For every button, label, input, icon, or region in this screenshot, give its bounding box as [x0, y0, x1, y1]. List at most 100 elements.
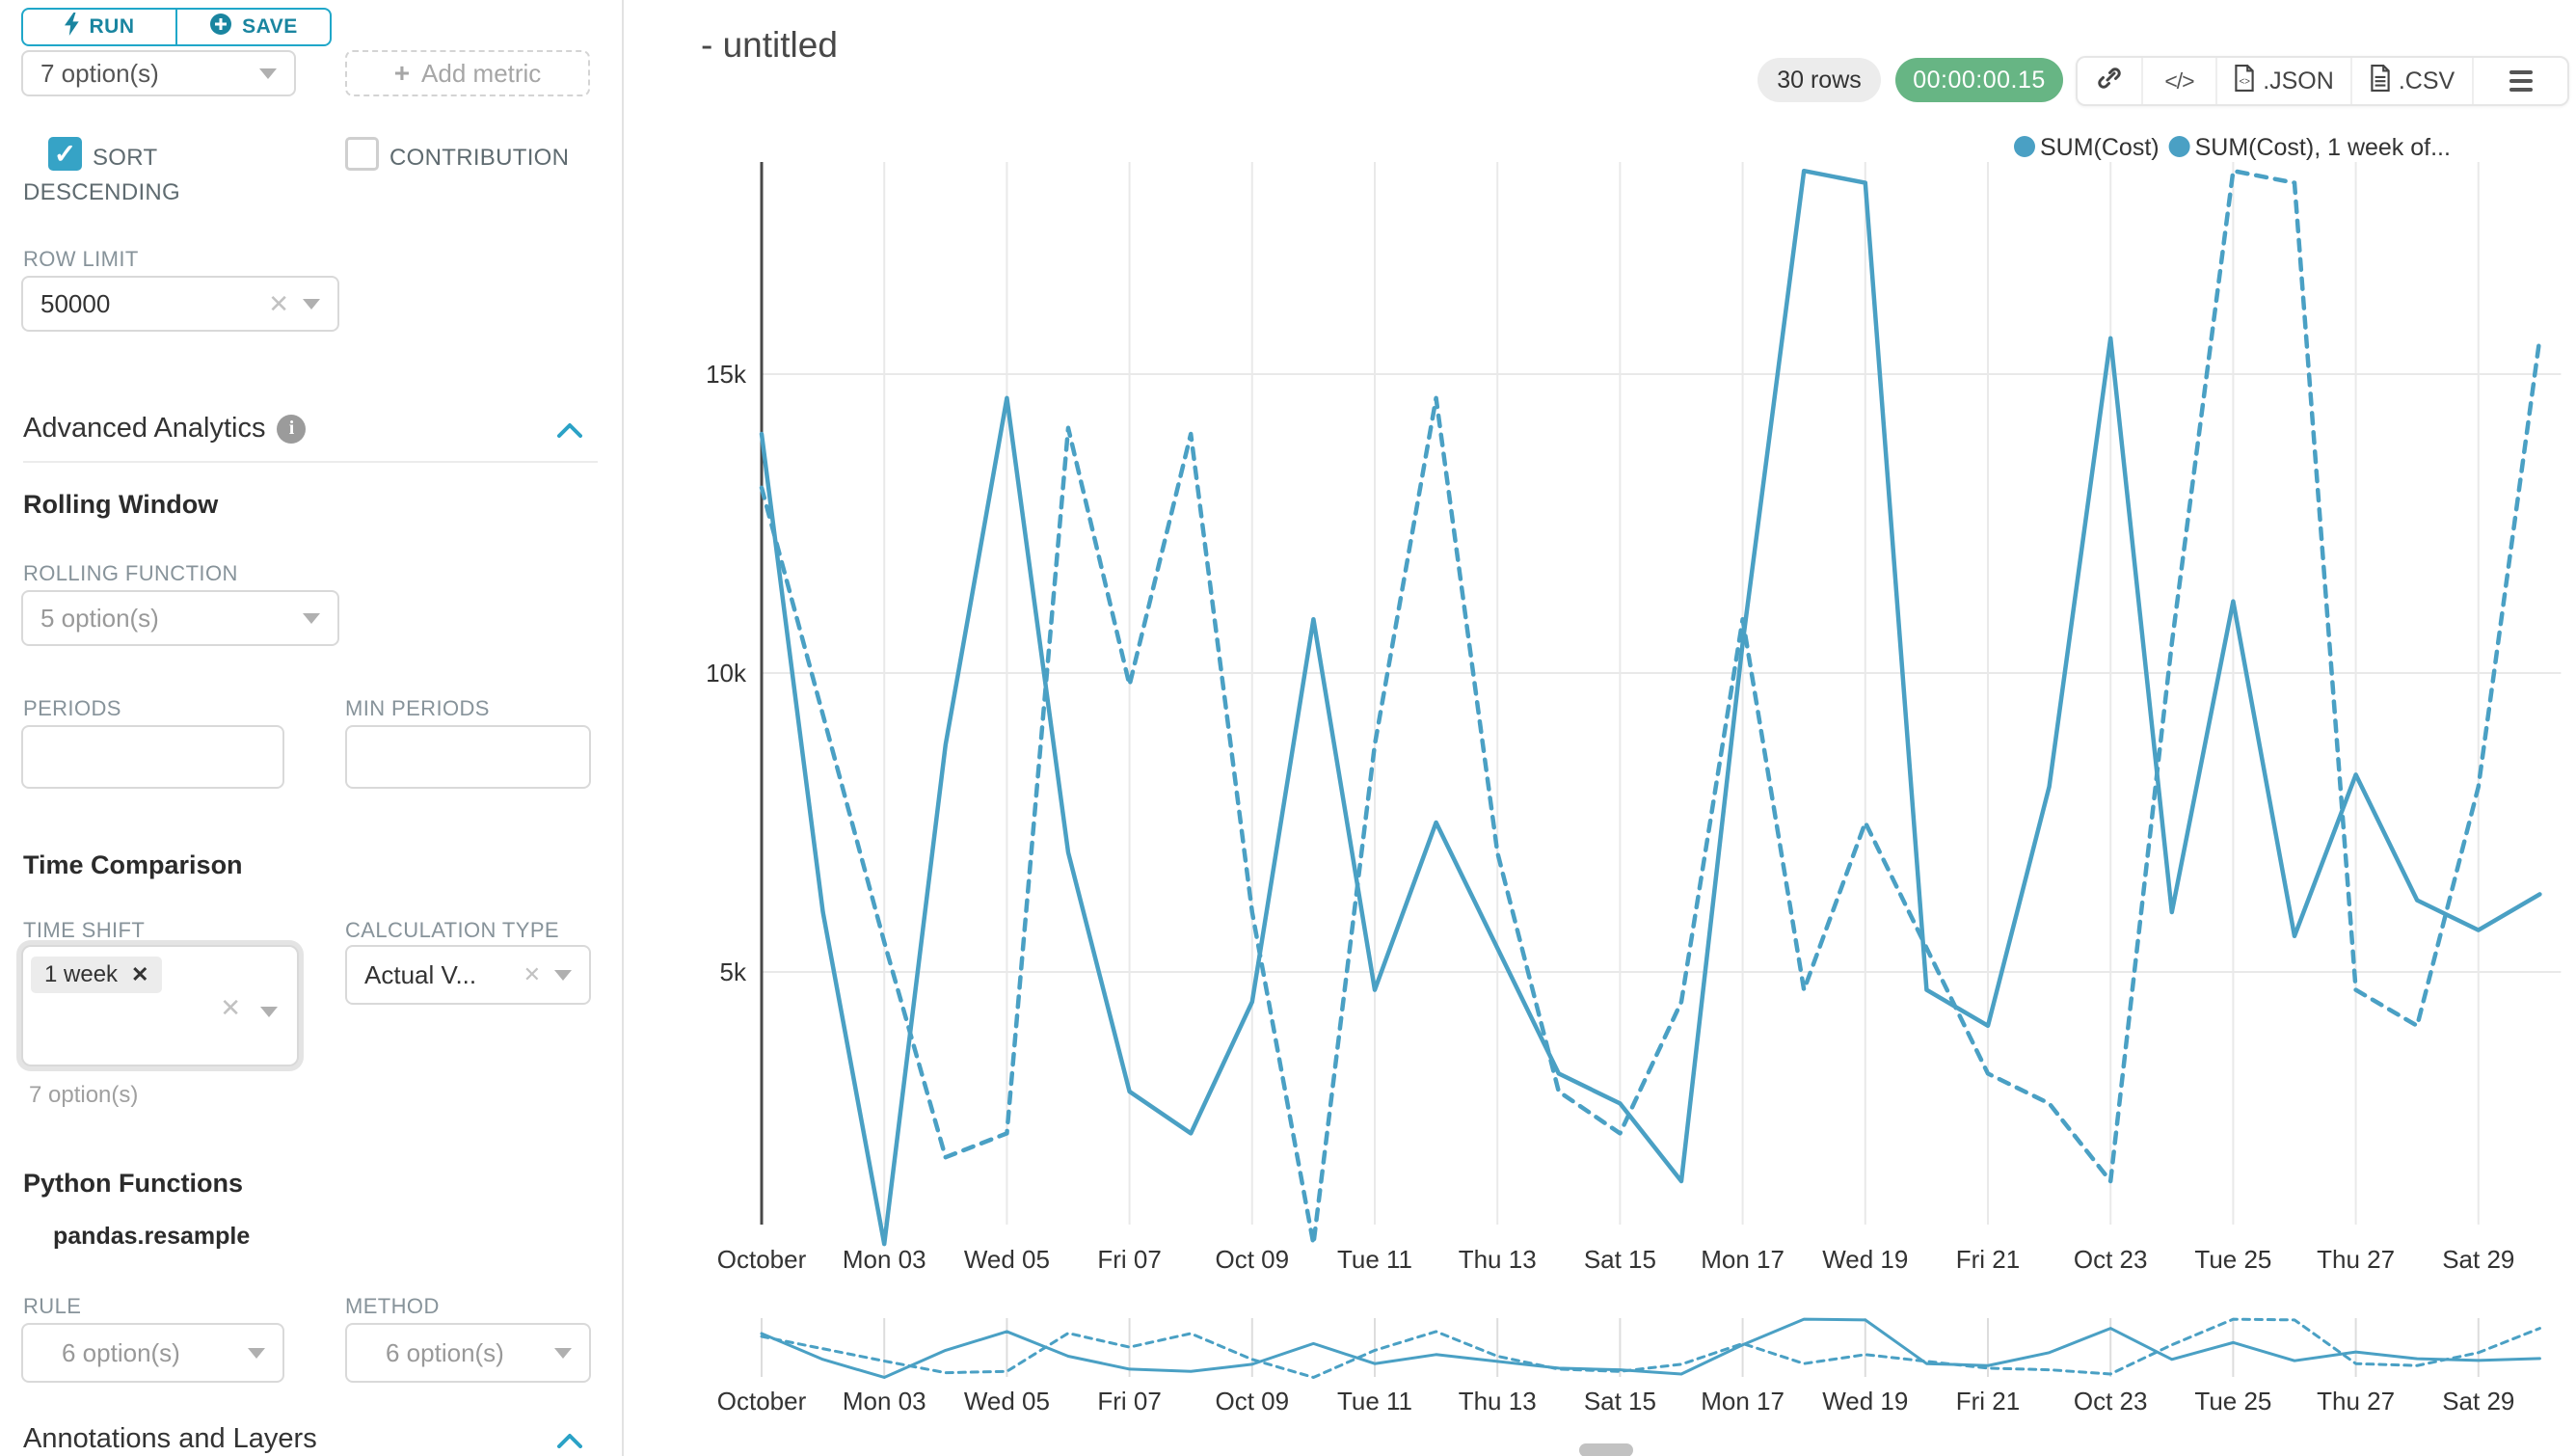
x-axis-tick-label: Sat 29: [2442, 1245, 2514, 1274]
x-axis-tick-label: Oct 09: [1216, 1245, 1290, 1274]
preview-x-axis-tick-label: Fri 21: [1956, 1387, 2020, 1416]
annotations-title: Annotations and Layers: [23, 1423, 317, 1454]
collapse-chevron-icon[interactable]: [557, 1433, 582, 1448]
periods-label: PERIODS: [23, 696, 121, 720]
sort-descending-checkbox[interactable]: ✓: [48, 137, 82, 171]
series-line-dashed: [759, 168, 2542, 1247]
chart-menu-button[interactable]: [2474, 58, 2567, 104]
chevron-down-icon: [259, 67, 277, 79]
row-count-badge: 30 rows: [1758, 58, 1881, 102]
x-axis-tick-label: Fri 21: [1956, 1245, 2020, 1274]
preview-x-axis-tick-label: Tue 11: [1337, 1387, 1412, 1416]
preview-x-axis-tick-label: Fri 07: [1097, 1387, 1161, 1416]
y-axis-tick-label: 10k: [706, 659, 747, 688]
preview-x-axis-tick-label: Wed 05: [964, 1387, 1050, 1416]
calculation-type-label: CALCULATION TYPE: [345, 918, 559, 942]
code-icon: </>: [2164, 67, 2194, 94]
series-line-solid: [759, 168, 2542, 1247]
time-comparison-title: Time Comparison: [23, 850, 243, 879]
query-timer-label: 00:00:00.15: [1913, 66, 2046, 94]
rule-select[interactable]: 6 option(s): [21, 1323, 284, 1383]
annotations-header[interactable]: Annotations and Layers: [23, 1423, 317, 1455]
run-button[interactable]: RUN: [21, 8, 176, 46]
sort-descending-label-2: DESCENDING: [23, 179, 181, 205]
calculation-type-select[interactable]: Actual V... ✕: [345, 945, 591, 1005]
sort-descending-label: SORT: [93, 145, 158, 171]
panel-divider: [622, 0, 624, 1456]
add-metric-button[interactable]: + Add metric: [345, 50, 590, 96]
file-json-icon: <>: [2234, 64, 2255, 98]
rule-label: RULE: [23, 1294, 82, 1318]
contribution-label: CONTRIBUTION: [389, 145, 570, 171]
check-icon: ✓: [53, 139, 77, 169]
tag-remove-icon[interactable]: ✕: [131, 962, 149, 986]
time-shift-helper: 7 option(s): [29, 1082, 139, 1108]
preview-x-axis-tick-label: Sat 29: [2442, 1387, 2514, 1416]
preview-x-axis-tick-label: Sat 15: [1584, 1387, 1656, 1416]
save-button[interactable]: SAVE: [176, 8, 332, 46]
x-axis-tick-label: Thu 27: [2317, 1245, 2395, 1274]
x-axis-tick-label: Mon 17: [1701, 1245, 1784, 1274]
run-button-label: RUN: [89, 15, 135, 38]
row-limit-select[interactable]: 50000 ✕: [21, 276, 339, 332]
preview-x-axis-tick-label: Mon 03: [843, 1387, 926, 1416]
python-functions-title: Python Functions: [23, 1169, 243, 1198]
preview-x-axis-tick-label: Thu 27: [2317, 1387, 2395, 1416]
chevron-down-icon: [260, 1007, 278, 1017]
x-axis-tick-label: Mon 03: [843, 1245, 926, 1274]
clear-icon[interactable]: ✕: [268, 288, 289, 318]
method-select[interactable]: 6 option(s): [345, 1323, 591, 1383]
rolling-function-label: ROLLING FUNCTION: [23, 561, 238, 585]
export-csv-label: .CSV: [2398, 67, 2455, 94]
advanced-analytics-header[interactable]: Advanced Analytics i: [23, 413, 307, 445]
scrollbar-thumb[interactable]: [1579, 1443, 1633, 1456]
preview-line-dashed: [760, 1317, 2541, 1379]
x-axis-tick-label: Thu 13: [1459, 1245, 1537, 1274]
chart-title: - untitled: [701, 25, 838, 65]
y-axis-tick-label: 5k: [720, 957, 747, 986]
lightning-icon: [64, 13, 80, 41]
run-save-button-group: RUN SAVE: [21, 8, 332, 46]
chevron-down-icon: [303, 298, 320, 310]
x-axis-tick-label: Fri 07: [1097, 1245, 1161, 1274]
view-query-button[interactable]: </>: [2143, 58, 2217, 104]
preview-line-solid: [760, 1317, 2541, 1379]
section-divider: [23, 461, 598, 463]
y-axis-tick-label: 15k: [706, 360, 747, 389]
preview-x-axis-tick-label: Thu 13: [1459, 1387, 1537, 1416]
share-link-button[interactable]: [2078, 58, 2143, 104]
contribution-checkbox[interactable]: [345, 137, 379, 171]
collapse-chevron-icon[interactable]: [557, 422, 582, 438]
svg-text:<>: <>: [2240, 76, 2251, 87]
info-icon: i: [277, 414, 307, 444]
metrics-select[interactable]: 7 option(s): [21, 50, 296, 96]
clear-icon[interactable]: ✕: [220, 993, 241, 1022]
export-json-label: .JSON: [2263, 67, 2334, 94]
control-panel: RUN SAVE 7 option(s) + Add metric ✓ SORT…: [0, 0, 622, 1456]
x-axis-tick-label: Wed 19: [1822, 1245, 1908, 1274]
preview-x-axis-tick-label: Tue 25: [2194, 1387, 2271, 1416]
legend-dot: [2014, 136, 2035, 157]
time-shift-tag[interactable]: 1 week ✕: [31, 957, 163, 993]
row-count-label: 30 rows: [1777, 66, 1862, 94]
export-csv-button[interactable]: .CSV: [2352, 58, 2474, 104]
min-periods-input[interactable]: [345, 725, 591, 789]
legend-label: SUM(Cost): [2040, 134, 2160, 161]
x-axis-tick-label: Tue 25: [2194, 1245, 2271, 1274]
file-csv-icon: [2370, 64, 2391, 98]
pandas-resample-label: pandas.resample: [53, 1223, 251, 1250]
method-label: METHOD: [345, 1294, 440, 1318]
export-json-button[interactable]: <> .JSON: [2217, 58, 2352, 104]
chevron-down-icon: [554, 969, 572, 981]
x-axis-tick-label: Tue 11: [1337, 1245, 1412, 1274]
clear-icon[interactable]: ✕: [523, 962, 541, 986]
preview-x-axis-tick-label: October: [717, 1387, 807, 1416]
row-limit-label: ROW LIMIT: [23, 247, 139, 271]
rolling-function-select[interactable]: 5 option(s): [21, 590, 339, 646]
time-shift-label: TIME SHIFT: [23, 918, 146, 942]
periods-input[interactable]: [21, 725, 284, 789]
legend-dot: [2168, 136, 2190, 157]
rolling-window-title: Rolling Window: [23, 490, 219, 519]
